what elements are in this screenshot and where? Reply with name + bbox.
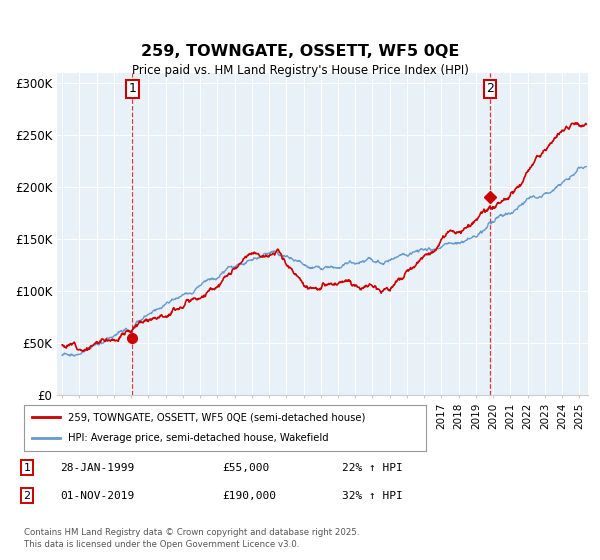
Text: 32% ↑ HPI: 32% ↑ HPI bbox=[342, 491, 403, 501]
Text: 28-JAN-1999: 28-JAN-1999 bbox=[60, 463, 134, 473]
Text: 01-NOV-2019: 01-NOV-2019 bbox=[60, 491, 134, 501]
Text: 22% ↑ HPI: 22% ↑ HPI bbox=[342, 463, 403, 473]
Text: Contains HM Land Registry data © Crown copyright and database right 2025.
This d: Contains HM Land Registry data © Crown c… bbox=[24, 528, 359, 549]
Text: 2: 2 bbox=[23, 491, 31, 501]
Text: 259, TOWNGATE, OSSETT, WF5 0QE: 259, TOWNGATE, OSSETT, WF5 0QE bbox=[141, 44, 459, 59]
Text: Price paid vs. HM Land Registry's House Price Index (HPI): Price paid vs. HM Land Registry's House … bbox=[131, 64, 469, 77]
Text: HPI: Average price, semi-detached house, Wakefield: HPI: Average price, semi-detached house,… bbox=[68, 433, 329, 444]
Text: 1: 1 bbox=[23, 463, 31, 473]
Text: £55,000: £55,000 bbox=[222, 463, 269, 473]
Text: 1: 1 bbox=[128, 82, 136, 95]
Text: 2: 2 bbox=[487, 82, 494, 95]
Text: £190,000: £190,000 bbox=[222, 491, 276, 501]
Text: 259, TOWNGATE, OSSETT, WF5 0QE (semi-detached house): 259, TOWNGATE, OSSETT, WF5 0QE (semi-det… bbox=[68, 412, 365, 422]
